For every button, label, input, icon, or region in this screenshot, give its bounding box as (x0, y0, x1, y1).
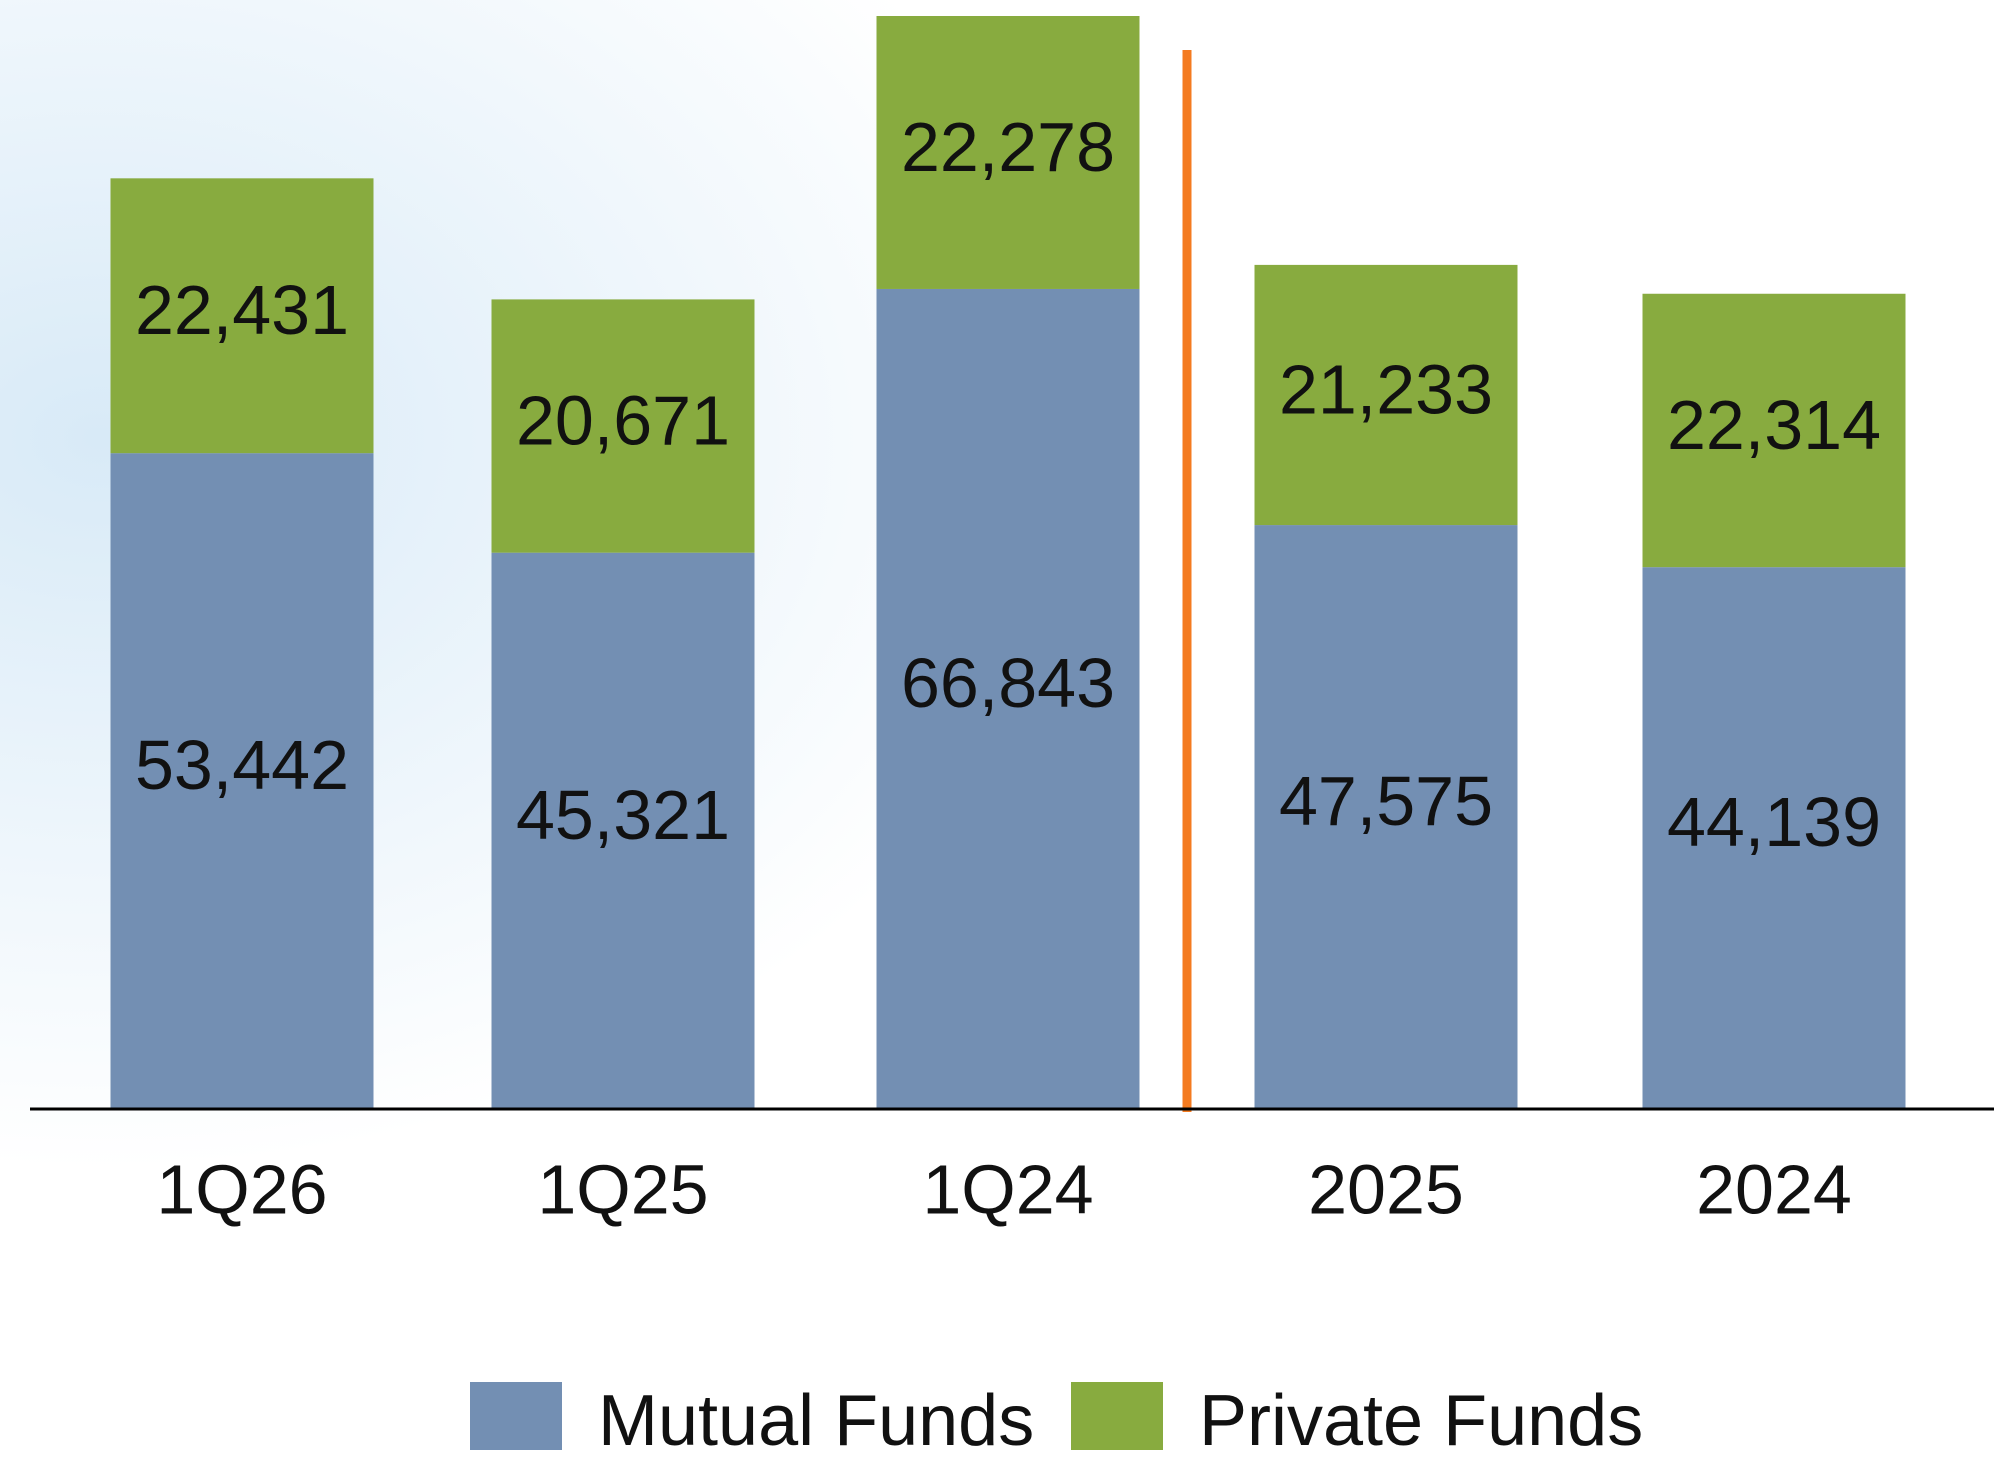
data-label: 22,314 (1667, 386, 1881, 464)
x-tick-label: 2025 (1308, 1150, 1464, 1228)
legend-label: Private Funds (1199, 1381, 1643, 1461)
x-tick-label: 1Q25 (537, 1150, 708, 1228)
data-label: 66,843 (901, 644, 1115, 722)
data-label: 44,139 (1667, 783, 1881, 861)
bar-segment (110, 453, 374, 1108)
legend-label: Mutual Funds (598, 1381, 1034, 1461)
data-label: 45,321 (516, 776, 730, 854)
bar-segment (1254, 264, 1518, 526)
x-tick-label: 1Q26 (156, 1150, 327, 1228)
bar-segment (876, 288, 1140, 1109)
data-label: 53,442 (135, 726, 349, 804)
data-label: 21,233 (1279, 350, 1493, 428)
bar-segment (491, 299, 755, 553)
bar-segment (876, 16, 1140, 289)
bar-segment (110, 178, 374, 454)
data-label: 20,671 (516, 382, 730, 460)
data-label: 22,431 (135, 271, 349, 349)
data-label: 47,575 (1279, 762, 1493, 840)
x-tick-label: 1Q24 (922, 1150, 1093, 1228)
bar-segment (1642, 293, 1906, 568)
bar-segment (1642, 567, 1906, 1108)
legend-swatch (470, 1382, 562, 1450)
data-label: 22,278 (901, 108, 1115, 186)
x-tick-label: 2024 (1696, 1150, 1852, 1228)
legend-swatch (1071, 1382, 1163, 1450)
bar-segment (491, 552, 755, 1108)
bar-segment (1254, 525, 1518, 1108)
